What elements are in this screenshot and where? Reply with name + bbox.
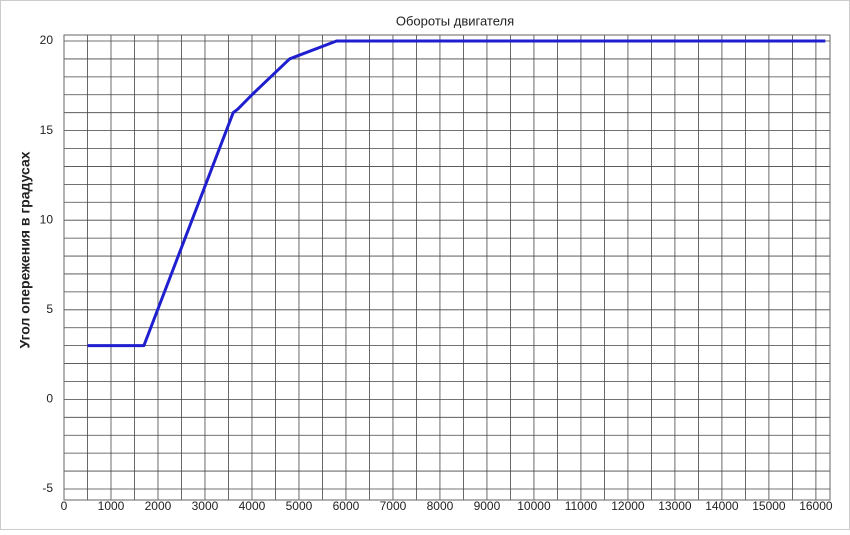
x-tick-label: 4000 bbox=[239, 499, 266, 513]
x-tick-label: 8000 bbox=[427, 499, 454, 513]
x-tick-label: 2000 bbox=[145, 499, 172, 513]
y-axis-label: Угол опережения в градусах bbox=[17, 151, 33, 348]
x-tick-label: 10000 bbox=[517, 499, 551, 513]
x-tick-label: 3000 bbox=[192, 499, 219, 513]
x-tick-label: 5000 bbox=[286, 499, 313, 513]
y-tick-label: -5 bbox=[42, 481, 53, 495]
plot-frame bbox=[63, 34, 831, 501]
x-tick-label: 13000 bbox=[658, 499, 692, 513]
data-line bbox=[87, 39, 826, 348]
x-tick-label: 0 bbox=[61, 499, 68, 513]
y-tick-label: 0 bbox=[46, 392, 53, 406]
x-tick-label: 9000 bbox=[474, 499, 501, 513]
chart-title: Обороты двигателя bbox=[396, 13, 514, 28]
x-tick-label: 14000 bbox=[705, 499, 739, 513]
x-tick-label: 16000 bbox=[799, 499, 833, 513]
x-tick-label: 15000 bbox=[752, 499, 786, 513]
y-tick-label: 20 bbox=[40, 33, 54, 47]
x-tick-label: 11000 bbox=[565, 499, 598, 513]
x-tick-label: 6000 bbox=[333, 499, 360, 513]
y-tick-label: 5 bbox=[46, 302, 53, 316]
y-tick-label: 10 bbox=[40, 212, 54, 226]
x-tick-label: 12000 bbox=[611, 499, 645, 513]
y-tick-label: 15 bbox=[40, 123, 54, 137]
x-tick-label: 7000 bbox=[380, 499, 407, 513]
x-tick-label: 1000 bbox=[98, 499, 125, 513]
